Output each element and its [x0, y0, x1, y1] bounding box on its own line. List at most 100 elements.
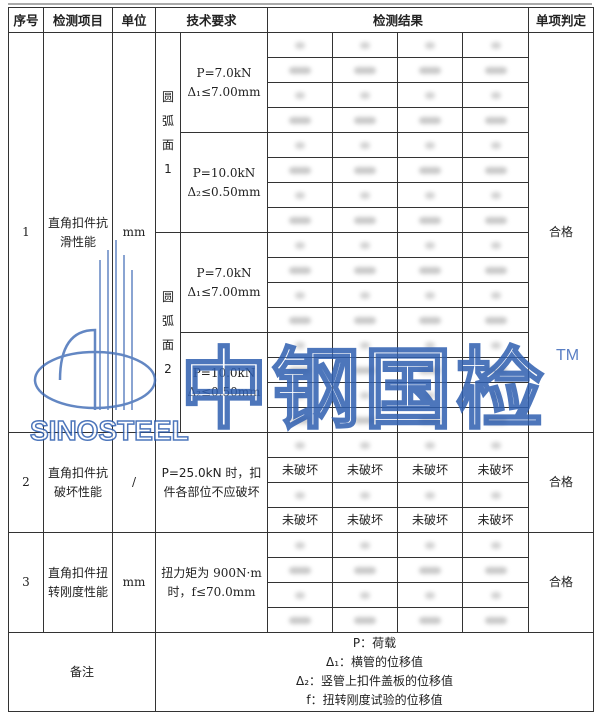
result-cell: [332, 607, 399, 633]
result-cell: [462, 482, 530, 508]
redacted-value: [295, 341, 306, 349]
result-cell: [462, 332, 530, 358]
row2-verdict: 合格: [528, 432, 595, 533]
result-cell: 未破坏: [462, 457, 530, 483]
redacted-value: [354, 416, 377, 424]
redacted-value: [295, 141, 306, 149]
table-row: 1 直角扣件抗滑性能 mm 圆弧面1 P=7.0kN Δ₁≤7.00mm 合格: [8, 32, 595, 433]
result-cell: [462, 157, 530, 183]
redacted-value: [360, 191, 371, 199]
redacted-value: [425, 41, 436, 49]
remarks-label: 备注: [8, 632, 156, 712]
result-cell: [267, 157, 334, 183]
result-cell: [267, 107, 334, 133]
redacted-value: [419, 66, 442, 74]
row1-verdict: 合格: [528, 32, 595, 433]
result-cell: [397, 307, 464, 333]
result-cell: [397, 157, 464, 183]
redacted-value: [360, 241, 371, 249]
redacted-value: [490, 41, 501, 49]
result-cell: [267, 57, 334, 83]
redacted-value: [419, 216, 442, 224]
req-b: P=10.0kN Δ₂≤0.50mm: [179, 132, 269, 233]
redacted-value: [419, 616, 442, 624]
req-a: P=7.0kN Δ₁≤7.00mm: [179, 232, 269, 333]
header-row: 序号 检测项目 单位 技术要求 检测结果 单项判定: [8, 7, 595, 33]
result-cell: 未破坏: [332, 507, 399, 533]
header-results: 检测结果: [267, 7, 530, 33]
redacted-value: [484, 66, 507, 74]
redacted-value: [419, 366, 442, 374]
row2-req: P=25.0kN 时，扣件各部位不应破坏: [154, 432, 269, 533]
result-cell: 未破坏: [267, 457, 334, 483]
redacted-value: [490, 241, 501, 249]
result-cell: [332, 357, 399, 383]
result-cell: [267, 132, 334, 158]
table-row: P=10.0kN Δ₂≤0.50mm: [9, 332, 594, 433]
result-cell: [462, 307, 530, 333]
redacted-value: [490, 541, 501, 549]
redacted-value: [484, 116, 507, 124]
redacted-value: [490, 141, 501, 149]
redacted-value: [289, 316, 312, 324]
table-row: [9, 307, 594, 333]
redacted-value: [289, 616, 312, 624]
table-row: [9, 157, 594, 183]
result-cell: [397, 207, 464, 233]
redacted-value: [295, 91, 306, 99]
table-row: P=10.0kN Δ₂≤0.50mm: [9, 132, 594, 233]
remark-line: f：扭转刚度试验的位移值: [306, 693, 443, 707]
face-2-label: 圆弧面2: [162, 289, 175, 376]
table-row: [9, 57, 594, 83]
redacted-value: [425, 141, 436, 149]
redacted-value: [360, 541, 371, 549]
result-cell: [267, 407, 334, 433]
redacted-value: [354, 566, 377, 574]
result-cell: [332, 107, 399, 133]
table-row: [9, 107, 594, 133]
redacted-value: [295, 241, 306, 249]
redacted-value: [295, 441, 306, 449]
redacted-value: [354, 616, 377, 624]
result-cell: [332, 532, 399, 558]
redacted-value: [360, 591, 371, 599]
result-cell: [397, 182, 464, 208]
redacted-value: [295, 41, 306, 49]
redacted-value: [360, 141, 371, 149]
remark-line: P：荷载: [352, 636, 397, 650]
table-row: [9, 257, 594, 283]
redacted-value: [289, 166, 312, 174]
result-cell: [462, 232, 530, 258]
redacted-value: [484, 566, 507, 574]
result-cell: [462, 57, 530, 83]
result-cell: [332, 307, 399, 333]
header-verdict: 单项判定: [528, 7, 595, 33]
redacted-value: [295, 491, 306, 499]
redacted-value: [360, 291, 371, 299]
row3-verdict: 合格: [528, 532, 595, 633]
result-cell: [332, 407, 399, 433]
req-b: P=10.0kN Δ₂≤0.50mm: [179, 332, 269, 433]
result-cell: [397, 532, 464, 558]
header-item: 检测项目: [43, 7, 113, 33]
redacted-value: [490, 441, 501, 449]
redacted-value: [419, 116, 442, 124]
result-cell: [267, 532, 334, 558]
redacted-value: [360, 341, 371, 349]
row1-no: 1: [8, 32, 44, 433]
result-cell: [462, 32, 530, 58]
redacted-value: [490, 291, 501, 299]
redacted-value: [419, 266, 442, 274]
header-requirement: 技术要求: [154, 7, 269, 33]
result-cell: [462, 432, 530, 458]
result-cell: [462, 582, 530, 608]
result-cell: [267, 307, 334, 333]
test-results-table: 序号 检测项目 单位 技术要求 检测结果 单项判定 1 直角扣件抗滑性能 mm 圆…: [8, 7, 595, 712]
result-cell: [462, 407, 530, 433]
redacted-value: [484, 216, 507, 224]
redacted-value: [490, 341, 501, 349]
result-cell: [267, 32, 334, 58]
redacted-value: [484, 416, 507, 424]
row3-req: 扭力矩为 900N·m 时，f≤70.0mm: [154, 532, 269, 633]
result-cell: [267, 357, 334, 383]
